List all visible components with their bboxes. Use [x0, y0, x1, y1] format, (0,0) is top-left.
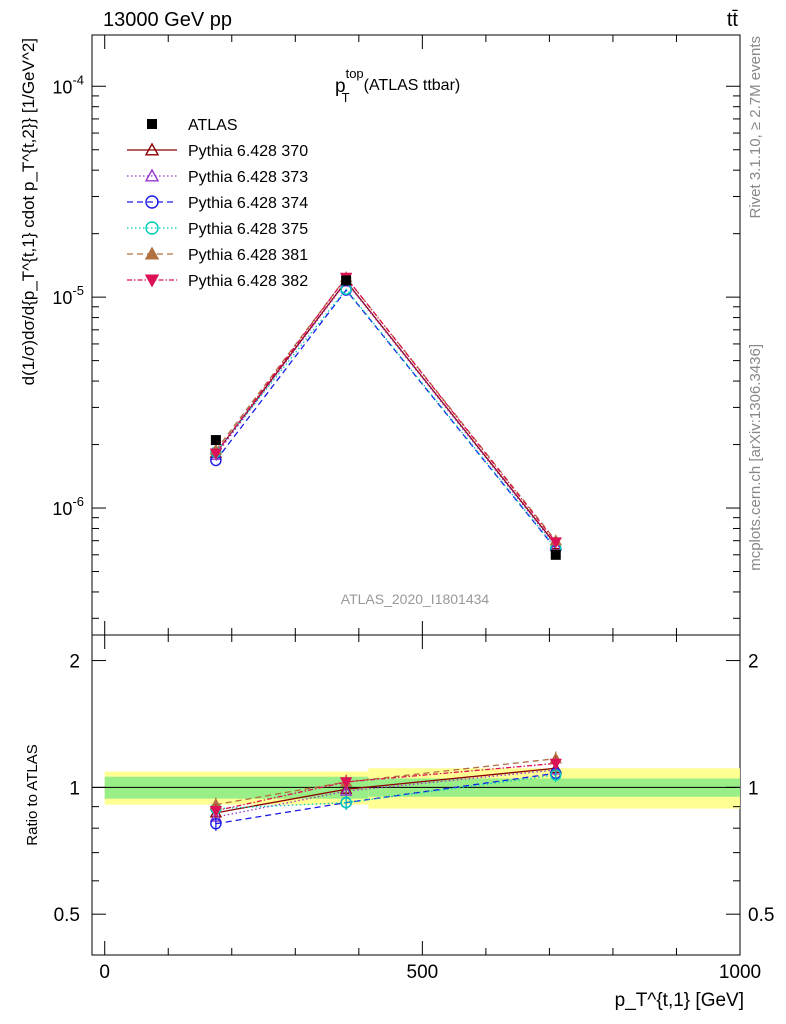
series-line-main [215, 280, 557, 547]
data-point [210, 435, 221, 446]
legend-label: Pythia 6.428 381 [188, 247, 308, 264]
series-point-ratio [340, 796, 352, 809]
rivet-label: Rivet 3.1.10, ≥ 2.7M events [747, 36, 764, 219]
legend-marker [144, 246, 160, 260]
y-tick-base: 10 [52, 288, 72, 308]
series-point-ratio [210, 817, 222, 830]
y-tick-label: 10-5 [52, 283, 84, 308]
x-tick-label: 500 [407, 962, 439, 983]
series-markers [209, 271, 562, 831]
process-label: tt̄ [727, 9, 739, 31]
series-line-main [215, 276, 557, 542]
legend-marker [145, 221, 159, 235]
legend-marker [145, 195, 159, 209]
x-tick-label: 1000 [719, 962, 761, 983]
series-line-main [215, 280, 557, 546]
title-sub: T [342, 90, 350, 105]
x-axis-label: p_T^{t,1} [GeV] [615, 990, 744, 1011]
legend: ATLAS Pythia 6.428 370 Pythia 6.428 373 Pyt… [127, 117, 308, 290]
y-tick-exponent: -5 [72, 283, 84, 298]
series-point-ratio [209, 806, 223, 818]
x-tick-label: 0 [99, 962, 110, 983]
analysis-watermark: ATLAS_2020_I1801434 [341, 591, 490, 607]
ratio-tick-label-left: 2 [69, 652, 80, 673]
legend-marker [144, 168, 160, 182]
legend-label: Pythia 6.428 375 [188, 221, 308, 238]
ratio-tick-label-left: 0.5 [54, 905, 80, 926]
energy-label: 13000 GeV pp [103, 9, 232, 31]
data-point [550, 549, 561, 560]
y-tick-label: 10-4 [52, 72, 84, 97]
title-sup: top [346, 66, 364, 81]
legend-label: Pythia 6.428 382 [188, 273, 308, 290]
legend-label: Pythia 6.428 370 [188, 143, 308, 160]
y-tick-label: 10-6 [52, 494, 84, 519]
legend-marker [144, 274, 160, 288]
y-tick-exponent: -4 [72, 72, 84, 87]
ratio-tick-label-right: 1 [748, 778, 759, 799]
ratio-axis-label: Ratio to ATLAS [24, 744, 41, 845]
y-tick-base: 10 [52, 77, 72, 97]
data-point [341, 275, 352, 286]
series-line-main [215, 288, 557, 549]
ratio-tick-label-right: 0.5 [748, 905, 774, 926]
legend-label: Pythia 6.428 374 [188, 195, 308, 212]
ratio-tick-label-right: 2 [748, 652, 759, 673]
series-lines [215, 276, 557, 825]
y-tick-base: 10 [52, 499, 72, 519]
series-point-ratio [339, 777, 353, 789]
plot-title: ptop T (ATLAS ttbar) [335, 66, 460, 105]
legend-label: Pythia 6.428 373 [188, 169, 308, 186]
title-suffix: (ATLAS ttbar) [364, 77, 461, 94]
title-main: p [335, 76, 346, 97]
series-point-main [549, 537, 562, 549]
legend-label-data: ATLAS [188, 117, 238, 134]
series-point-ratio [549, 758, 562, 770]
mcplots-label: mcplots.cern.ch [arXiv:1306.3436] [747, 344, 764, 571]
series-line-main [215, 289, 557, 550]
legend-marker [144, 142, 160, 156]
ratio-tick-label-left: 1 [69, 778, 80, 799]
series-line-main [215, 276, 557, 543]
series-point-main [209, 448, 223, 460]
series-point-ratio [339, 784, 353, 796]
legend-marker-data [147, 119, 157, 129]
y-axis-label: d(1/σ)dσ/d{p_T^{t,1} cdot p_T^{t,2}} [1/… [19, 38, 38, 385]
y-tick-exponent: -6 [72, 494, 84, 509]
